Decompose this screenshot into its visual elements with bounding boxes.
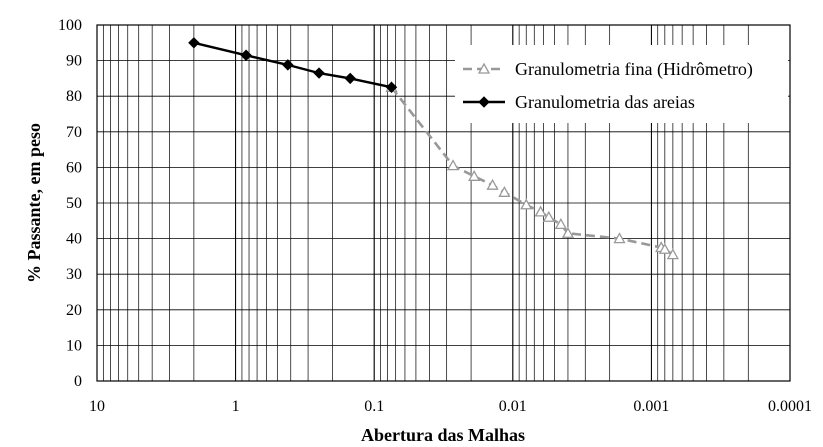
triangle-marker (486, 178, 499, 190)
x-tick-label: 0.001 (633, 398, 669, 415)
diamond-marker (344, 72, 356, 85)
y-tick-label: 100 (58, 17, 82, 34)
triangle-marker (477, 62, 491, 74)
y-tick-label: 30 (66, 266, 82, 283)
x-tick-label: 0.0001 (768, 398, 812, 415)
diamond-marker (188, 37, 200, 49)
triangle-marker (554, 218, 567, 230)
triangle-marker (498, 185, 511, 197)
y-tick-label: 70 (66, 124, 82, 141)
triangle-marker (666, 248, 679, 260)
diamond-marker (478, 96, 490, 108)
legend-swatch-sand (463, 96, 505, 108)
series-layer (188, 37, 679, 260)
legend-label-fine: Granulometria fina (Hidrômetro) (515, 59, 753, 80)
y-axis-title: % Passante, em peso (24, 123, 44, 283)
triangle-marker (561, 226, 575, 238)
series-line (193, 41, 392, 89)
triangle-marker (542, 210, 555, 222)
legend-swatch-fine (463, 62, 505, 74)
plot-area-border (96, 24, 791, 382)
x-tick-label: 10 (89, 398, 105, 415)
triangle-marker (534, 205, 547, 217)
triangle-marker (468, 169, 481, 181)
diamond-marker (282, 59, 294, 71)
x-axis-tick-labels: 10 1 0.1 0.01 0.001 0.0001 (89, 398, 812, 415)
diamond-marker (385, 81, 398, 94)
triangle-marker (658, 242, 671, 254)
triangle-marker (520, 198, 533, 210)
legend: Granulometria fina (Hidrômetro) Granulom… (455, 45, 788, 123)
series-sand (188, 37, 398, 94)
legend-box (455, 45, 788, 123)
y-axis-tick-labels: 0 10 20 30 40 50 60 70 80 90 100 (58, 17, 82, 390)
y-tick-label: 80 (66, 88, 82, 105)
y-tick-label: 40 (66, 231, 82, 248)
diamond-marker (240, 49, 252, 61)
y-tick-label: 60 (66, 159, 82, 176)
x-tick-label: 0.01 (499, 398, 527, 415)
series-fine-hydrometer (385, 80, 679, 260)
legend-label-sand: Granulometria das areias (515, 92, 695, 112)
x-tick-label: 1 (232, 398, 240, 415)
y-tick-label: 90 (66, 53, 82, 70)
triangle-marker (613, 232, 626, 244)
y-tick-label: 0 (74, 373, 82, 390)
x-axis-title: Abertura das Malhas (361, 425, 525, 445)
y-tick-label: 50 (66, 195, 82, 212)
y-tick-label: 20 (66, 302, 82, 319)
x-tick-label: 0.1 (364, 398, 384, 415)
y-tick-label: 10 (66, 337, 82, 354)
diamond-marker (313, 67, 325, 79)
triangle-marker (446, 159, 460, 171)
